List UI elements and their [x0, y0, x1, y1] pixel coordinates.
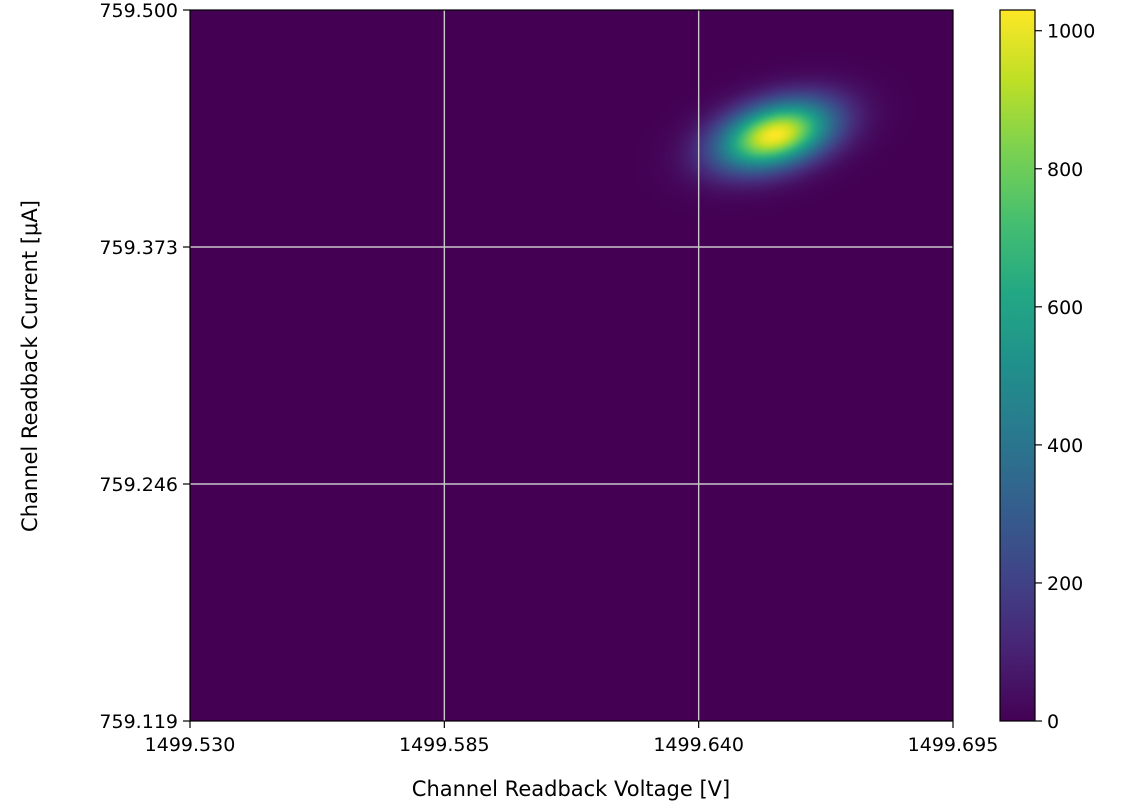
x-tick-label: 1499.695: [908, 734, 999, 756]
colorbar-tick-label: 400: [1047, 435, 1083, 457]
y-tick-label: 759.373: [99, 237, 178, 259]
y-tick-label: 759.500: [99, 0, 178, 22]
plot-frame: [189, 9, 954, 722]
colorbar-tick-label: 200: [1047, 573, 1083, 595]
grid-lines: [190, 10, 953, 721]
y-axis-ticks: 759.500 759.373 759.246 759.119: [99, 0, 190, 733]
colorbar-tick-label: 800: [1047, 159, 1083, 181]
density-heatmap: [190, 10, 953, 721]
colorbar-tick-label: 600: [1047, 297, 1083, 319]
colorbar-frame: [999, 9, 1036, 722]
y-tick-label: 759.246: [99, 474, 178, 496]
y-axis-label: Channel Readback Current [μA]: [18, 200, 42, 532]
colorbar-gradient: [1000, 10, 1035, 721]
colorbar: 0 200 400 600 800 1000: [999, 9, 1095, 733]
colorbar-ticks: 0 200 400 600 800 1000: [1035, 21, 1095, 733]
y-tick-label: 759.119: [99, 711, 178, 733]
x-tick-label: 1499.530: [145, 734, 236, 756]
x-axis-ticks: 1499.530 1499.585 1499.640 1499.695: [145, 721, 999, 756]
x-tick-label: 1499.640: [653, 734, 744, 756]
colorbar-tick-label: 0: [1047, 711, 1059, 733]
x-tick-label: 1499.585: [399, 734, 490, 756]
colorbar-tick-label: 1000: [1047, 21, 1095, 43]
x-axis-label: Channel Readback Voltage [V]: [412, 777, 730, 801]
plot-area: 1499.530 1499.585 1499.640 1499.695 759.500…: [99, 0, 998, 756]
